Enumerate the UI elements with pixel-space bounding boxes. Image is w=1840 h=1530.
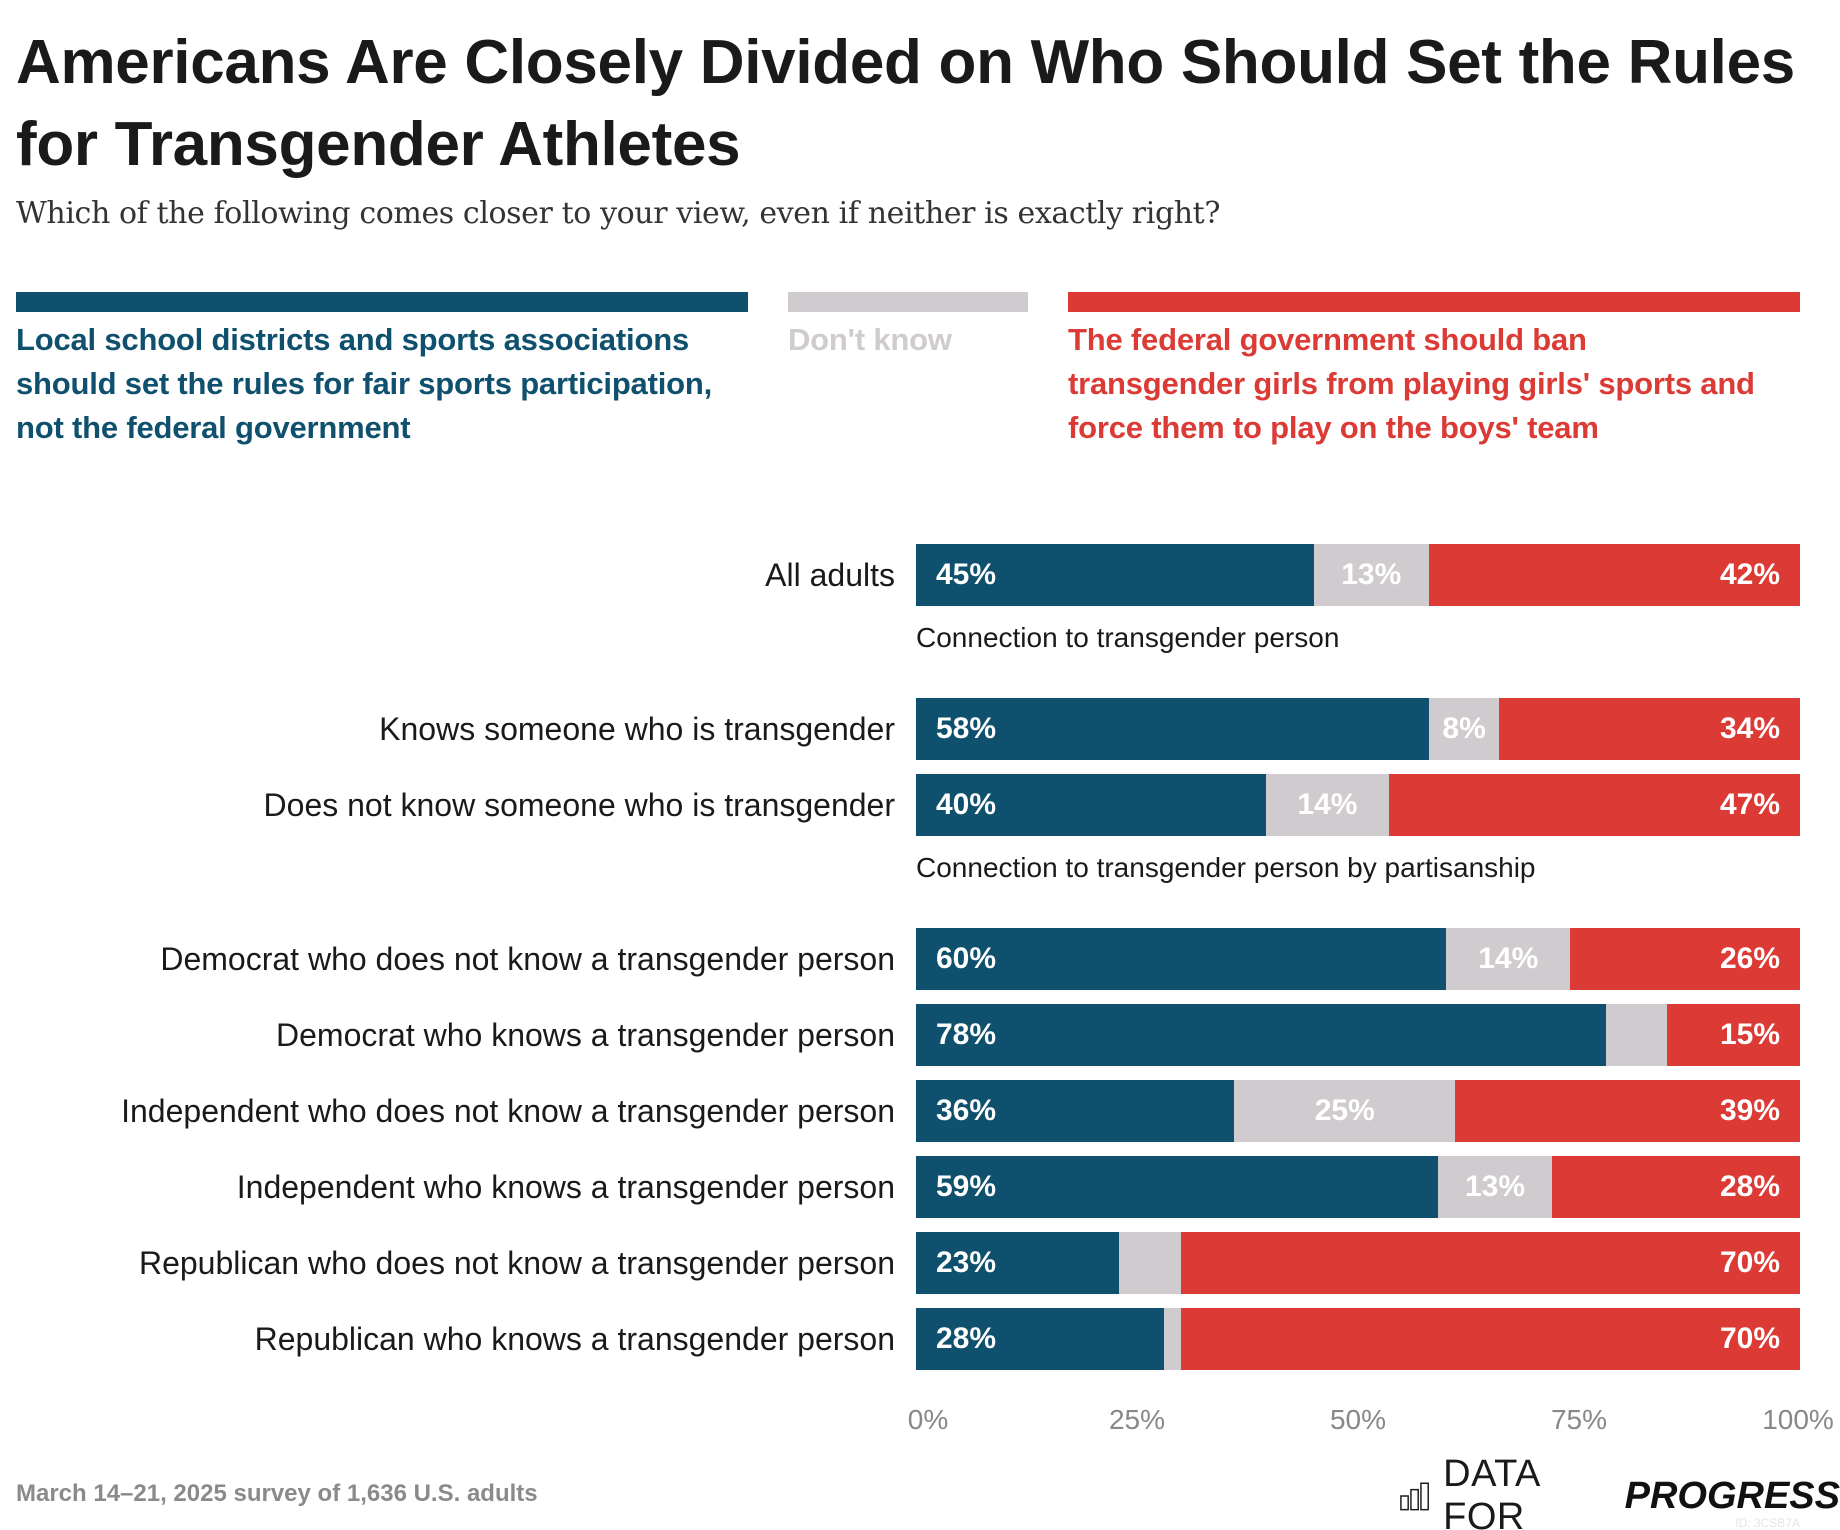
bar-segment-local [916,1080,1235,1142]
bar-segment-local [916,1004,1606,1066]
bar-segment-dont-know [1234,1080,1456,1142]
x-tick-label: 75% [1550,1404,1608,1435]
bar-row: 28% 70% [916,1308,1800,1370]
bar-segment-dont-know [1446,928,1571,990]
chart-subtitle: Which of the following comes closer to y… [16,196,1221,231]
bar-row: 45% 13% 42% [916,544,1800,606]
bar-segment-dont-know [1605,1004,1668,1066]
bar-segment-local [916,928,1447,990]
data-label-dont-know: 14% [1297,788,1358,821]
data-label-federal: 26% [1719,942,1780,975]
bar-segment-dont-know [1163,1308,1182,1370]
data-label-local: 45% [936,558,997,591]
bar-segment-federal [1181,1232,1800,1294]
row-label: Democrat who does not know a transgender… [160,941,895,977]
bar-segment-federal [1455,1080,1800,1142]
bar-segment-local [916,1156,1438,1218]
bar-segment-federal [1181,1308,1800,1370]
bar-row: 78% 15% [916,1004,1800,1066]
data-label-federal: 42% [1719,558,1780,591]
x-tick-label: 50% [1329,1404,1387,1435]
bar-segment-federal [1667,1004,1800,1066]
row-label: Independent who does not know a transgen… [121,1093,895,1129]
bar-chart-icon [1400,1482,1429,1511]
bar-segment-dont-know [1119,1232,1182,1294]
row-label: Democrat who knows a transgender person [276,1017,895,1053]
data-label-federal: 47% [1719,788,1780,821]
data-label-local: 60% [936,942,997,975]
data-label-dont-know: 13% [1341,558,1402,591]
bar-segment-local [916,698,1429,760]
bar-row: 40% 14% 47% [916,774,1800,836]
logo-text-bold: PROGRESS [1624,1474,1840,1517]
data-label-local: 59% [936,1170,997,1203]
bar-segment-federal [1428,544,1800,606]
data-for-progress-logo: DATA FOR PROGRESS [1400,1453,1840,1530]
data-label-local: 28% [936,1322,997,1355]
legend-label-dont-know: Don't know [788,322,952,357]
x-tick-label: 100% [1762,1404,1834,1435]
section-heading: Connection to transgender person [916,622,1340,653]
bar-segment-dont-know [1266,774,1389,836]
bar-segment-dont-know [1313,544,1429,606]
x-tick-label: 0% [907,1404,949,1435]
bar-row: 58% 8% 34% [916,698,1800,760]
data-label-local: 78% [936,1018,997,1051]
bar-segment-federal [1499,698,1800,760]
x-tick-label: 25% [1108,1404,1166,1435]
row-label: Republican who knows a transgender perso… [254,1321,895,1357]
bar-row: 23% 70% [916,1232,1800,1294]
legend-label-local: Local school districts and sports associ… [16,322,713,445]
row-label: Does not know someone who is transgender [263,787,895,823]
row-label: Republican who does not know a transgend… [138,1245,895,1281]
data-label-federal: 70% [1719,1246,1780,1279]
data-label-federal: 34% [1719,712,1780,745]
row-label: All adults [765,557,895,593]
row-label: Knows someone who is transgender [379,711,895,747]
legend-swatch-local [16,292,748,312]
survey-note: March 14–21, 2025 survey of 1,636 U.S. a… [16,1480,538,1507]
data-label-local: 58% [936,712,997,745]
data-label-federal: 70% [1719,1322,1780,1355]
bar-segment-local [916,774,1267,836]
bar-segment-local [916,1308,1164,1370]
data-label-federal: 39% [1719,1094,1780,1127]
bar-segment-federal [1552,1156,1800,1218]
bar-segment-federal [1570,928,1800,990]
data-label-dont-know: 13% [1464,1170,1526,1203]
bar-segment-local [916,544,1314,606]
logo-text-light: DATA FOR [1443,1453,1539,1530]
data-label-dont-know: 14% [1478,942,1539,975]
data-label-local: 40% [936,788,997,821]
bar-row: 59% 13% 28% [916,1156,1800,1218]
data-label-dont-know: 8% [1442,712,1486,745]
data-label-local: 23% [936,1246,997,1279]
bar-segment-dont-know [1428,698,1500,760]
row-label: Independent who knows a transgender pers… [236,1169,895,1205]
chart-id: ID: 3CSB7A [1735,1516,1800,1530]
bar-segment-dont-know [1437,1156,1553,1218]
section-heading: Connection to transgender person by part… [916,852,1536,883]
bar-row: 60% 14% 26% [916,928,1800,990]
bar-segment-federal [1388,774,1800,836]
data-label-local: 36% [936,1094,997,1127]
data-label-federal: 28% [1719,1170,1780,1203]
data-label-dont-know: 25% [1314,1094,1375,1127]
bar-segment-local [916,1232,1120,1294]
data-label-federal: 15% [1719,1018,1780,1051]
legend-swatch-federal [1068,292,1800,312]
bar-row: 36% 25% 39% [916,1080,1800,1142]
legend-swatch-dont-know [788,292,1028,312]
legend-label-federal: The federal government should ban transg… [1068,322,1755,445]
chart-title: Americans Are Closely Divided on Who Sho… [16,28,1795,179]
